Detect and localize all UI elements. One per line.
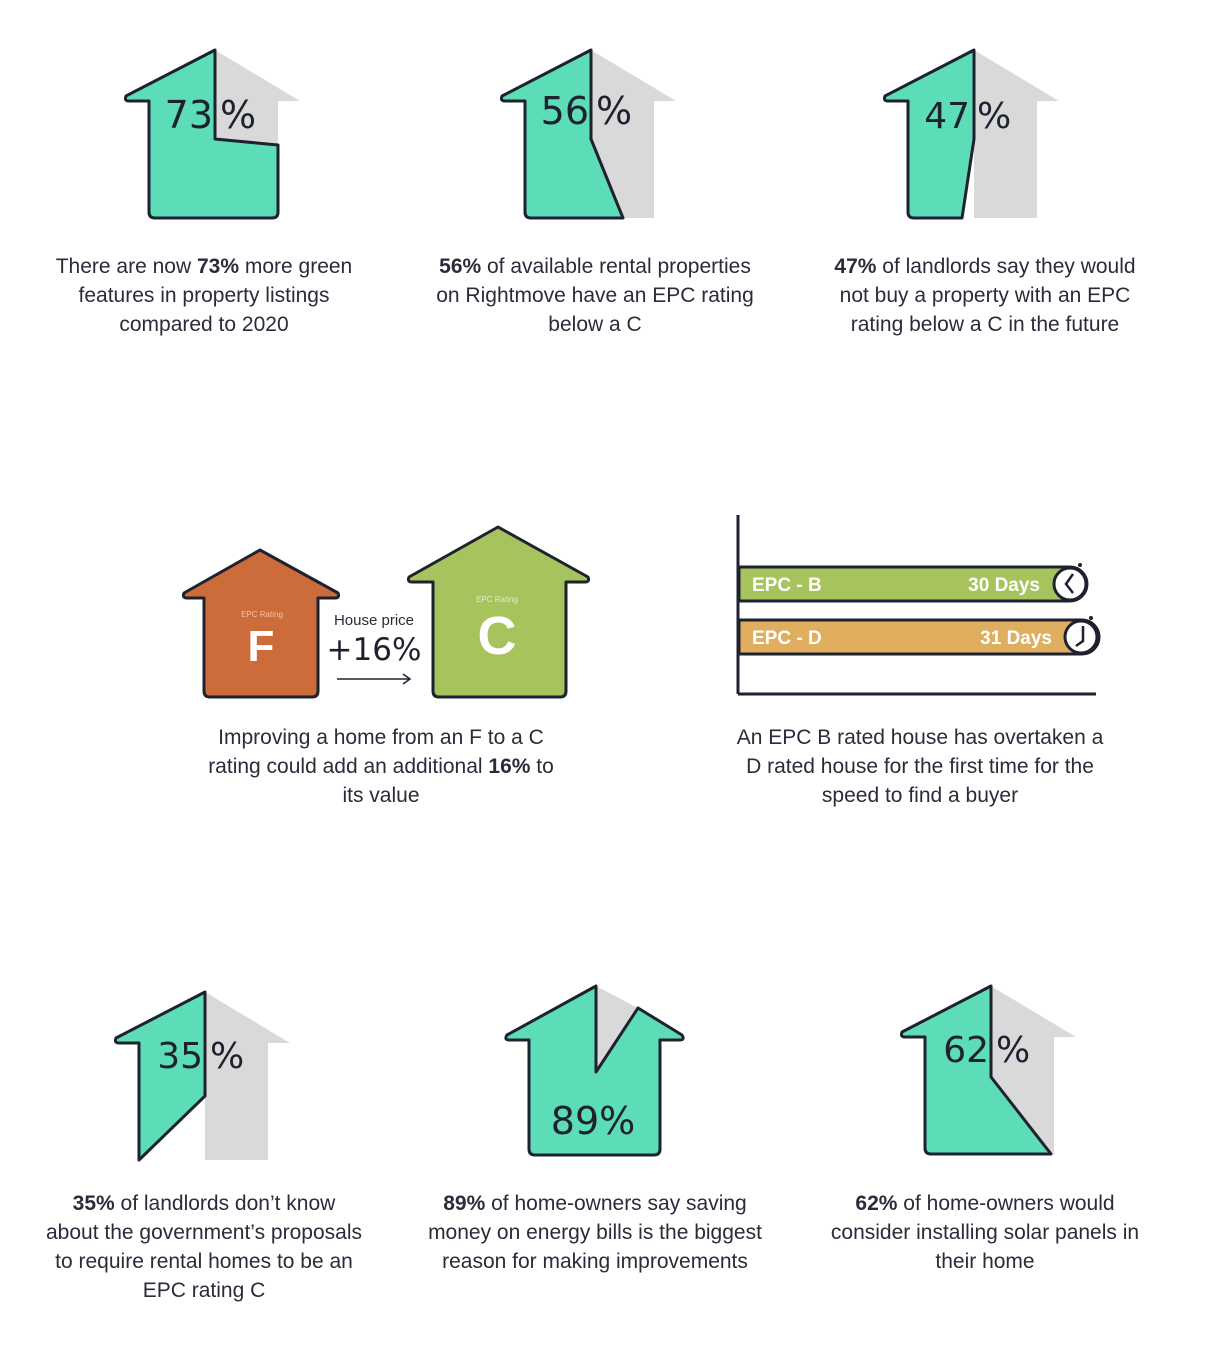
clock-icon: [1063, 616, 1099, 655]
house-price-change: +16%: [326, 632, 422, 668]
bar-epc-b-days: 30 Days: [968, 575, 1040, 596]
stat-caption-4: 35% of landlords don’t know about the go…: [46, 1192, 362, 1302]
speed-chart: EPC - B 30 Days EPC - D 31 Days: [736, 515, 1101, 696]
epc-c-letter: C: [478, 606, 517, 666]
stat-percent-sign: %: [596, 89, 632, 133]
stat-value: 62: [943, 1030, 989, 1071]
stat-value: 47: [924, 96, 970, 137]
epc-c-rating-label: EPC Rating: [476, 595, 518, 604]
stat-caption-2: 56% of available rental properties on Ri…: [436, 255, 754, 336]
house-grey-background: [205, 992, 290, 1160]
stat-caption-1: There are now 73% more green features in…: [55, 255, 353, 336]
stat-caption-6: 62% of home-owners would consider instal…: [830, 1192, 1140, 1273]
epc-c-house: EPC Rating C: [404, 522, 594, 702]
stat-percent-sign: %: [977, 96, 1011, 137]
bar-epc-d: EPC - D 31 Days: [737, 616, 1101, 656]
bar-epc-b-label: EPC - B: [752, 575, 822, 596]
epc-f-house-shape: [181, 548, 341, 699]
house-fill-shape: [123, 48, 280, 220]
bar-epc-b: EPC - B 30 Days: [737, 563, 1089, 603]
stat-house-6: 62 %: [896, 980, 1081, 1160]
speed-chart-caption: An EPC B rated house has overtaken a D r…: [736, 726, 1104, 807]
epc-c-house-shape: [406, 525, 591, 699]
clock-icon: [1052, 563, 1088, 602]
house-fill-shape: [113, 990, 207, 1162]
stat-house-3: 47 %: [879, 44, 1064, 224]
stat-caption-3: 47% of landlords say they would not buy …: [834, 255, 1136, 336]
stat-value: 73: [165, 93, 213, 137]
epc-f-house: EPC Rating F: [180, 545, 345, 703]
house-fill-shape: [504, 984, 685, 1157]
arrow-right-icon: [337, 673, 412, 685]
house-fill-shape: [882, 48, 976, 220]
stat-house-2: 56 %: [496, 44, 681, 224]
stat-value: 89%: [551, 1099, 635, 1143]
epc-f-letter: F: [248, 622, 275, 671]
stat-house-4: 35 %: [110, 986, 295, 1166]
stat-percent-sign: %: [210, 1036, 244, 1077]
stat-value: 56: [541, 89, 589, 133]
bar-epc-d-label: EPC - D: [752, 628, 822, 649]
house-price-label: House price: [333, 612, 415, 629]
house-grey-background: [591, 50, 676, 218]
stat-percent-sign: %: [220, 93, 256, 137]
stat-house-1: 73 %: [120, 44, 305, 224]
house-grey-background: [974, 50, 1059, 218]
epc-f-rating-label: EPC Rating: [241, 610, 283, 619]
stat-caption-5: 89% of home-owners say saving money on e…: [428, 1192, 762, 1273]
epc-compare-caption: Improving a home from an F to a C rating…: [208, 726, 554, 807]
bar-epc-d-days: 31 Days: [980, 628, 1052, 649]
house-fill-shape: [899, 984, 1053, 1156]
stat-house-5: 89%: [500, 980, 690, 1160]
house-fill-shape: [499, 48, 625, 220]
house-grey-background: [596, 986, 638, 1072]
stat-value: 35: [157, 1036, 203, 1077]
stat-percent-sign: %: [996, 1030, 1030, 1071]
